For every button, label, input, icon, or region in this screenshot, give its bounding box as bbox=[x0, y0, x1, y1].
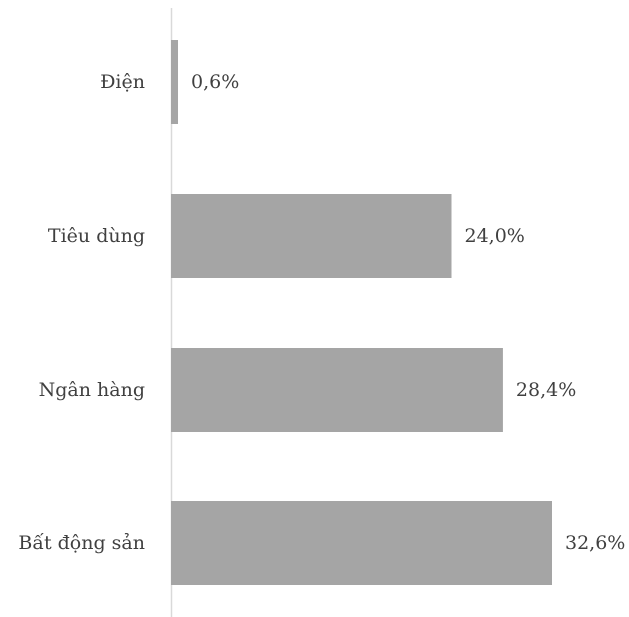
category-label: Bất động sản bbox=[18, 532, 145, 554]
data-label: 0,6% bbox=[191, 71, 239, 93]
bar bbox=[171, 501, 552, 585]
data-label: 24,0% bbox=[464, 225, 524, 247]
category-label: Tiêu dùng bbox=[48, 225, 145, 247]
bars-layer bbox=[171, 40, 552, 585]
category-label: Điện bbox=[100, 71, 145, 93]
category-label: Ngân hàng bbox=[39, 379, 145, 401]
bar bbox=[171, 348, 503, 432]
bar bbox=[171, 194, 452, 278]
labels-layer: Điện 0,6% Tiêu dùng 24,0% Ngân hàng 28,4% Bất … bbox=[18, 71, 625, 554]
data-label: 32,6% bbox=[565, 532, 625, 554]
data-label: 28,4% bbox=[516, 379, 576, 401]
bar bbox=[171, 40, 179, 124]
